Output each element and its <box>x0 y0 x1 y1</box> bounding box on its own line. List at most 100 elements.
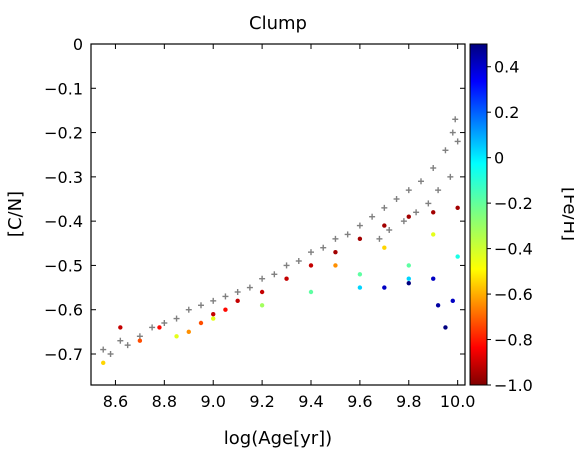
plot-frame <box>90 43 466 386</box>
data-point-plus <box>418 178 424 185</box>
data-point <box>259 289 265 295</box>
data-point <box>101 360 106 366</box>
y-tick-label: −0.6 <box>44 301 83 320</box>
x-tick-label: 9.8 <box>396 392 421 411</box>
data-point <box>406 276 411 281</box>
data-point-plus <box>246 284 253 291</box>
data-point-plus <box>442 147 449 154</box>
data-point <box>357 236 363 242</box>
data-point-plus <box>107 351 114 357</box>
data-point-plus <box>425 200 432 207</box>
colorbar-tick-label: −0.6 <box>494 285 533 304</box>
data-point-plus <box>356 222 363 229</box>
data-point <box>308 263 314 268</box>
colorbar <box>469 43 488 386</box>
y-tick-label: −0.5 <box>44 256 83 275</box>
data-point <box>406 263 411 268</box>
data-point-plus <box>198 302 204 309</box>
data-point <box>455 205 460 211</box>
y-tick-label: −0.2 <box>44 124 83 143</box>
data-point <box>431 232 436 237</box>
x-tick-label: 9.2 <box>249 392 274 411</box>
data-point-plus <box>100 346 107 353</box>
chart-title: Clump <box>249 13 307 34</box>
colorbar-tick-label: −0.4 <box>494 240 533 259</box>
data-point <box>333 249 338 255</box>
data-point-plus <box>381 204 388 211</box>
x-tick-label: 9.4 <box>298 392 323 411</box>
data-point <box>198 320 204 326</box>
y-tick-label: −0.4 <box>44 212 83 231</box>
data-point <box>357 272 363 277</box>
data-point-plus <box>454 138 461 145</box>
data-point <box>211 316 216 321</box>
data-point-plus <box>295 258 302 264</box>
data-point <box>259 303 265 308</box>
colorbar-tick-label: −0.8 <box>494 331 533 350</box>
data-point-plus <box>320 244 327 251</box>
data-point-plus <box>234 289 241 295</box>
data-point-plus <box>405 187 412 194</box>
data-point <box>431 276 436 281</box>
x-tick-label: 8.6 <box>103 392 128 411</box>
y-ticks: 0 −0.1 −0.2 −0.3 −0.4 −0.5 −0.6 −0.7 <box>44 35 465 364</box>
data-point <box>431 210 436 215</box>
data-point-plus <box>430 165 437 171</box>
colorbar-tick-label: 0 <box>494 149 504 168</box>
data-point <box>137 338 143 343</box>
x-tick-label: 10.0 <box>440 392 476 411</box>
data-point-plus <box>271 271 278 278</box>
data-point <box>443 325 448 330</box>
data-point-plus <box>369 213 376 220</box>
data-point-plus <box>173 315 180 322</box>
x-tick-label: 9.0 <box>200 392 225 411</box>
data-point <box>382 245 387 250</box>
data-point-plus <box>149 324 156 331</box>
colorbar-tick-label: 0.2 <box>494 103 519 122</box>
plot-points <box>100 116 461 366</box>
data-point <box>333 263 338 268</box>
data-point-plus <box>452 116 459 123</box>
data-point-plus <box>332 235 339 242</box>
data-point-plus <box>435 187 442 194</box>
data-point-plus <box>136 333 143 340</box>
data-point <box>357 285 363 290</box>
colorbar-label: [Fe/H] <box>559 187 574 241</box>
x-ticks: 8.6 8.8 9.0 9.2 9.4 9.6 9.8 10.0 <box>103 44 476 411</box>
colorbar-tick-label: 0.4 <box>494 58 519 77</box>
data-point-plus <box>386 227 393 233</box>
x-tick-label: 9.6 <box>347 392 372 411</box>
x-axis-label: log(Age[yr]) <box>224 428 332 449</box>
data-point <box>235 298 240 304</box>
data-point <box>382 223 387 228</box>
data-point-plus <box>124 342 131 349</box>
data-point <box>406 214 411 219</box>
data-point-plus <box>222 293 229 300</box>
data-point <box>118 325 123 330</box>
data-point <box>406 280 411 286</box>
data-point-plus <box>259 275 266 282</box>
data-point-plus <box>308 249 314 256</box>
y-tick-label: −0.3 <box>44 168 83 187</box>
x-tick-label: 8.8 <box>152 392 177 411</box>
data-point <box>157 325 162 330</box>
data-point-plus <box>283 262 290 269</box>
data-point <box>308 289 314 295</box>
data-point <box>382 285 387 290</box>
data-point <box>186 329 191 335</box>
y-tick-label: −0.1 <box>44 79 83 98</box>
data-point-plus <box>185 306 192 313</box>
colorbar-ticks: 0.4 0.2 0 −0.2 −0.4 −0.6 −0.8 −1.0 <box>487 58 533 395</box>
data-point-plus <box>447 173 454 180</box>
data-point <box>211 311 216 317</box>
data-point <box>223 307 228 312</box>
data-point-plus <box>117 337 124 344</box>
data-point-plus <box>400 218 407 225</box>
y-tick-label: −0.7 <box>44 345 83 364</box>
y-tick-label: 0 <box>73 35 83 54</box>
data-point-plus <box>161 320 168 326</box>
data-point-plus <box>210 297 217 304</box>
colorbar-tick-label: −0.2 <box>494 194 533 213</box>
colorbar-tick-label: −1.0 <box>494 376 533 395</box>
